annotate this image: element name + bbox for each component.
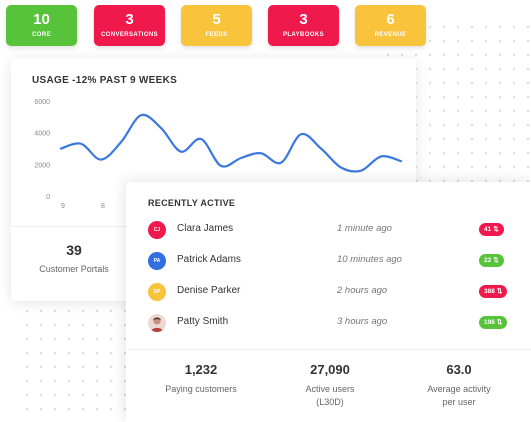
stat-tile-playbooks[interactable]: 3 PLAYBOOKS	[268, 5, 339, 46]
metric-active-users: 27,090 Active users (L30D)	[265, 362, 395, 409]
user-name: Denise Parker	[177, 285, 241, 296]
stat-value: 6	[386, 11, 395, 28]
user-name: Patty Smith	[177, 316, 229, 327]
avatar: PA	[148, 252, 166, 270]
stat-label: REVENUE	[374, 32, 407, 38]
metric-paying-customers: 1,232 Paying customers	[136, 362, 266, 396]
badge-count: 41	[484, 226, 492, 233]
stat-tile-feeds[interactable]: 5 FEEDS	[181, 5, 252, 46]
activity-badge: 196 ⇅	[479, 316, 508, 329]
trend-arrow-icon: ⇅	[496, 319, 503, 326]
activity-row[interactable]: Patty Smith 3 hours ago 196 ⇅	[126, 313, 531, 337]
user-name: Clara James	[177, 223, 234, 234]
activity-row[interactable]: CJ Clara James 1 minute ago 41 ⇅	[126, 220, 531, 244]
stat-value: 3	[125, 11, 134, 28]
y-tick-label: 0	[46, 194, 50, 201]
badge-count: 196	[484, 319, 495, 326]
activity-row[interactable]: PA Patrick Adams 10 minutes ago 22 ⇅	[126, 251, 531, 275]
activity-row[interactable]: DP Denise Parker 2 hours ago 388 ⇅	[126, 282, 531, 306]
badge-count: 388	[484, 288, 495, 295]
metric-value: 1,232	[184, 362, 218, 377]
last-active-time: 1 minute ago	[337, 223, 392, 234]
last-active-time: 10 minutes ago	[337, 254, 402, 265]
y-tick-label: 4000	[34, 131, 50, 138]
metric-label: Paying customers	[165, 384, 237, 394]
metric-label: Average activity per user	[427, 384, 491, 407]
metric-average-activity: 63.0 Average activity per user	[394, 362, 524, 409]
x-tick-label: 8	[101, 203, 105, 210]
trend-arrow-icon: ⇅	[493, 257, 499, 264]
recently-active-title: RECENTLY ACTIVE	[148, 198, 236, 208]
stat-value: 3	[299, 11, 308, 28]
usage-series-line	[59, 113, 403, 173]
last-active-time: 3 hours ago	[337, 316, 388, 327]
avatar: DP	[148, 283, 166, 301]
stat-value: 5	[212, 11, 221, 28]
stat-tile-conversations[interactable]: 3 CONVERSATIONS	[94, 5, 165, 46]
avatar-photo	[148, 314, 166, 332]
user-name: Patrick Adams	[177, 254, 241, 265]
stat-value: 10	[33, 11, 50, 28]
badge-count: 22	[484, 257, 492, 264]
stat-label: FEEDS	[205, 32, 228, 38]
activity-badge: 388 ⇅	[479, 285, 508, 298]
x-tick-label: 9	[61, 203, 65, 210]
usage-title: USAGE -12% PAST 9 WEEKS	[32, 75, 178, 86]
y-tick-label: 2000	[34, 162, 50, 169]
dot-pattern-left	[20, 290, 140, 414]
recently-active-card: RECENTLY ACTIVE CJ Clara James 1 minute …	[126, 182, 531, 422]
metric-value: 63.0	[446, 362, 472, 377]
divider	[126, 349, 531, 350]
usage-line-chart: 6000 4000 2000 0 9 8	[34, 99, 403, 210]
metric-label: Active users (L30D)	[305, 384, 355, 407]
y-tick-label: 6000	[34, 99, 50, 106]
stat-label: CORE	[32, 32, 51, 38]
customer-portals-count: 39	[66, 242, 82, 258]
trend-arrow-icon: ⇅	[493, 226, 499, 233]
metric-value: 27,090	[310, 362, 350, 377]
trend-arrow-icon: ⇅	[496, 288, 503, 295]
activity-badge: 22 ⇅	[479, 254, 504, 267]
activity-badge: 41 ⇅	[479, 223, 504, 236]
customer-portals-label: Customer Portals	[39, 264, 109, 274]
last-active-time: 2 hours ago	[337, 285, 388, 296]
stat-label: PLAYBOOKS	[282, 32, 325, 38]
avatar: CJ	[148, 221, 166, 239]
stat-tile-revenue[interactable]: 6 REVENUE	[355, 5, 426, 46]
stat-label: CONVERSATIONS	[100, 32, 159, 38]
stat-tile-core[interactable]: 10 CORE	[6, 5, 77, 46]
person-photo-icon	[151, 317, 163, 332]
